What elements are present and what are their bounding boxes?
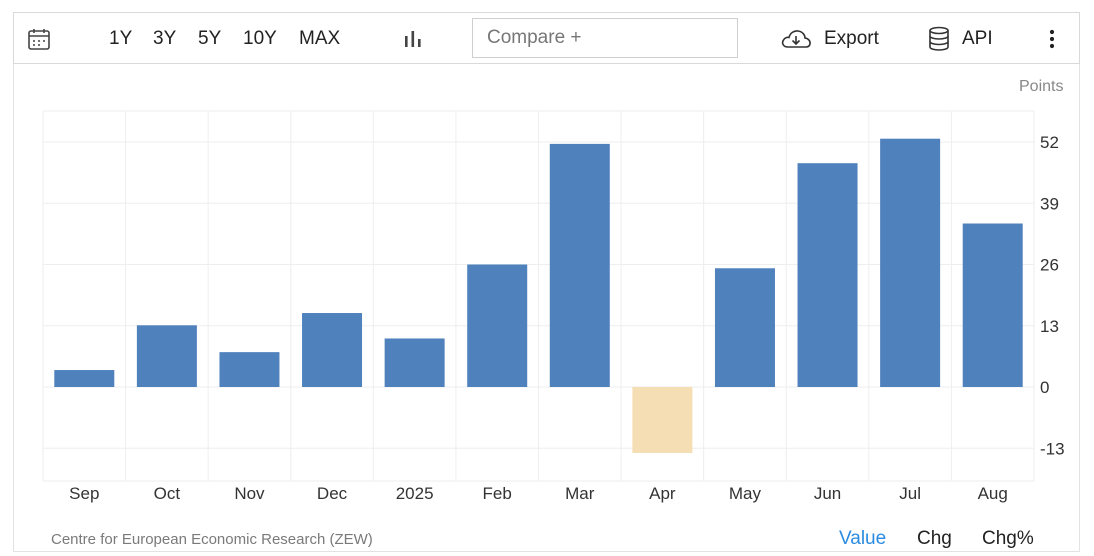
export-button[interactable]: Export (780, 13, 879, 65)
compare-field[interactable] (472, 18, 738, 58)
source-label: Centre for European Economic Research (Z… (51, 531, 373, 548)
range-5y-button[interactable]: 5Y (198, 28, 222, 49)
toolbar: 1Y 3Y 5Y 10Y MAX Export (13, 12, 1080, 64)
calendar-icon[interactable] (27, 13, 51, 65)
range-max-button[interactable]: MAX (299, 28, 341, 49)
range-10y-button[interactable]: 10Y (243, 28, 277, 49)
export-label: Export (824, 28, 879, 49)
database-icon (928, 26, 950, 52)
tab-value[interactable]: Value (839, 528, 887, 549)
tab-chg-percent[interactable]: Chg% (982, 528, 1034, 549)
tab-chg[interactable]: Chg (917, 528, 952, 549)
compare-input[interactable] (485, 26, 725, 50)
more-options-icon[interactable] (1048, 13, 1056, 65)
chart-type-icon[interactable] (402, 13, 424, 65)
chart-frame (13, 12, 1080, 552)
units-label: Points (1019, 78, 1064, 95)
cloud-download-icon (780, 28, 812, 50)
range-3y-button[interactable]: 3Y (153, 28, 177, 49)
range-1y-button[interactable]: 1Y (109, 28, 133, 49)
api-button[interactable]: API (928, 13, 993, 65)
api-label: API (962, 28, 993, 49)
